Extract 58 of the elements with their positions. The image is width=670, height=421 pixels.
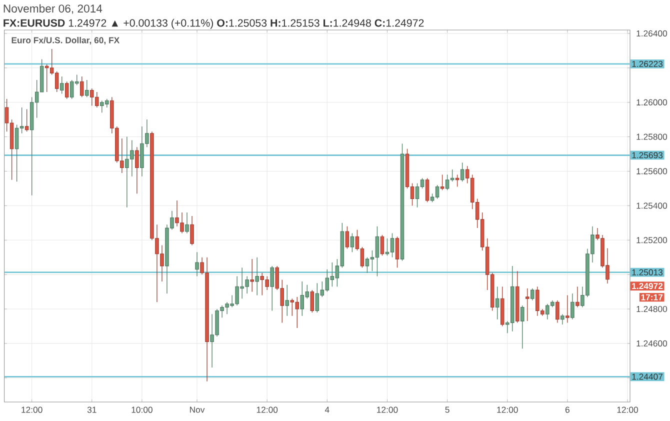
- candlestick: [425, 178, 430, 203]
- candlestick: [380, 234, 384, 256]
- x-tick-label: 12:00: [22, 406, 42, 413]
- x-tick-label: 12:00: [256, 406, 278, 413]
- candlestick: [576, 286, 580, 308]
- candlestick: [560, 314, 564, 325]
- x-tick-label: 10:00: [132, 406, 152, 413]
- y-tick-label: 1.24800: [636, 306, 668, 312]
- candlestick: [270, 266, 274, 312]
- text: November 06, 2014: [4, 4, 102, 14]
- x-tick-label: 12:00: [497, 406, 518, 413]
- x-tick-label: 4: [324, 406, 330, 413]
- candlestick: [250, 258, 254, 292]
- ref-line-label: 1.26223: [632, 60, 663, 67]
- candlestick: [85, 80, 89, 98]
- candlestick: [395, 236, 400, 268]
- y-tick-label: 1.25200: [636, 237, 668, 244]
- candlestick: [310, 290, 314, 313]
- y-tick-label: 1.25800: [636, 134, 668, 140]
- candlestick: [526, 288, 530, 322]
- candlestick: [460, 162, 464, 182]
- candlestick: [190, 216, 194, 246]
- y-tick-label: 1.25600: [636, 168, 668, 174]
- candlestick: [185, 212, 189, 234]
- candlestick: [135, 146, 139, 194]
- text: 17:17: [641, 294, 663, 300]
- candlestick: [345, 226, 350, 250]
- x-tick-label: 6: [565, 406, 570, 413]
- candlestick: [60, 76, 64, 94]
- candlestick: [495, 286, 500, 320]
- candlestick: [566, 294, 570, 324]
- ref-line-label: 1.25013: [632, 269, 663, 276]
- ref-line-label: 1.24407: [632, 374, 662, 380]
- candlestick: [255, 256, 259, 296]
- candlestick: [570, 293, 574, 320]
- x-tick-label: Nov: [190, 406, 205, 413]
- x-tick-label: 5: [445, 406, 450, 413]
- x-tick-label: 12:00: [377, 406, 398, 413]
- candlestick: [530, 288, 534, 301]
- candlestick: [80, 76, 84, 98]
- x-tick-label: 12:00: [617, 406, 638, 413]
- candlestick: [195, 252, 199, 277]
- y-tick-label: 1.26000: [636, 99, 668, 106]
- candlestick: [285, 284, 289, 316]
- y-tick-label: 1.25400: [636, 202, 668, 209]
- text: FX:EURUSD 1.24972 ▲ +0.00133 (+0.11%) O:1.25053 H:1.25153 L:1.24948 C:1.24972: [4, 18, 424, 29]
- text: Euro Fx/U.S. Dollar, 60, FX: [12, 36, 120, 45]
- ref-line-label: 1.25693: [632, 152, 663, 158]
- candlestick: [440, 174, 444, 190]
- y-tick-label: 1.26400: [636, 30, 668, 37]
- candlestick: [24, 108, 29, 132]
- text: 1.24972: [632, 282, 663, 290]
- y-tick-label: 1.24600: [636, 340, 668, 347]
- x-tick-label: 31: [87, 406, 96, 413]
- candlestick: [350, 232, 354, 252]
- candlestick: [64, 81, 69, 100]
- candlestick: [556, 300, 560, 324]
- candlestick: [520, 305, 524, 349]
